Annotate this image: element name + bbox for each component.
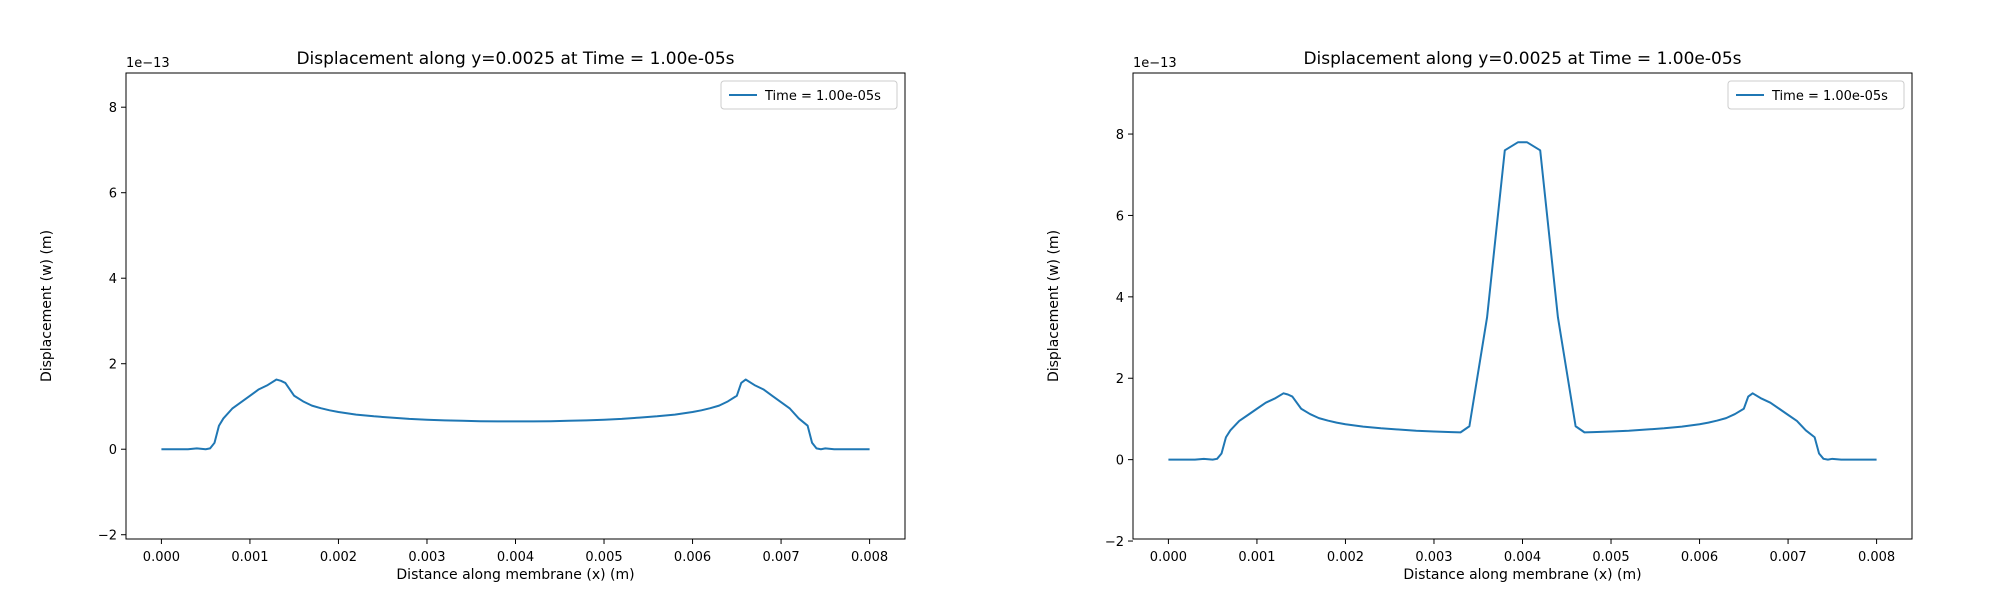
x-tick-label: 0.003 [408,550,445,565]
y-tick-label: 8 [109,101,117,116]
legend: Time = 1.00e-05s [1727,80,1905,110]
y-tick-label: 4 [1116,291,1124,306]
y-axis-label: Displacement (w) (m) [39,230,55,382]
chart-panel-left: 0.000 0.001 0.002 0.003 0.004 0.005 0.006 0.007… [39,49,906,583]
y-axis-label: Displacement (w) (m) [1046,230,1062,382]
series-line [161,378,870,451]
plot-area-frame [125,72,906,540]
series-line [1168,141,1877,461]
y-axis-exponent-label: 1e−13 [1133,56,1177,71]
x-tick-label: 0.008 [851,550,888,565]
chart-title: Displacement along y=0.0025 at Time = 1.… [1303,49,1741,69]
y-tick-label: 2 [109,358,117,373]
x-tick-label: 0.006 [674,550,711,565]
legend-box [1727,80,1905,110]
x-tick-label: 0.005 [1592,550,1629,565]
x-tick-label: 0.008 [1858,550,1895,565]
x-tick-label: 0.002 [1327,550,1364,565]
legend-entry-label: Time = 1.00e-05s [764,89,881,104]
y-tick-label: 0 [109,443,117,458]
x-tick-label: 0.007 [1769,550,1806,565]
y-axis-exponent-label: 1e−13 [126,56,170,71]
x-axis-label: Distance along membrane (x) (m) [396,567,634,583]
x-tick-label: 0.001 [231,550,268,565]
y-tick-label: 4 [109,272,117,287]
y-tick-label: 0 [1116,454,1124,469]
x-tick-label: 0.007 [762,550,799,565]
x-tick-label: 0.000 [1150,550,1187,565]
x-tick-label: 0.003 [1415,550,1452,565]
legend: Time = 1.00e-05s [720,80,898,110]
x-axis-label: Distance along membrane (x) (m) [1403,567,1641,583]
legend-entry-label: Time = 1.00e-05s [1771,89,1888,104]
x-tick-label: 0.004 [497,550,534,565]
y-tick-label: −2 [1105,535,1124,550]
legend-box [720,80,898,110]
x-tick-label: 0.002 [320,550,357,565]
x-tick-label: 0.001 [1238,550,1275,565]
chart-title: Displacement along y=0.0025 at Time = 1.… [296,49,734,69]
x-tick-label: 0.000 [143,550,180,565]
y-tick-label: 6 [109,187,117,202]
x-tick-label: 0.005 [585,550,622,565]
y-tick-label: 2 [1116,372,1124,387]
y-tick-label: −2 [98,529,117,544]
y-tick-label: 8 [1116,128,1124,143]
x-tick-label: 0.006 [1681,550,1718,565]
chart-panel-right: 0.000 0.001 0.002 0.003 0.004 0.005 0.006 0.007… [1046,49,1913,583]
y-tick-label: 6 [1116,209,1124,224]
x-tick-label: 0.004 [1504,550,1541,565]
